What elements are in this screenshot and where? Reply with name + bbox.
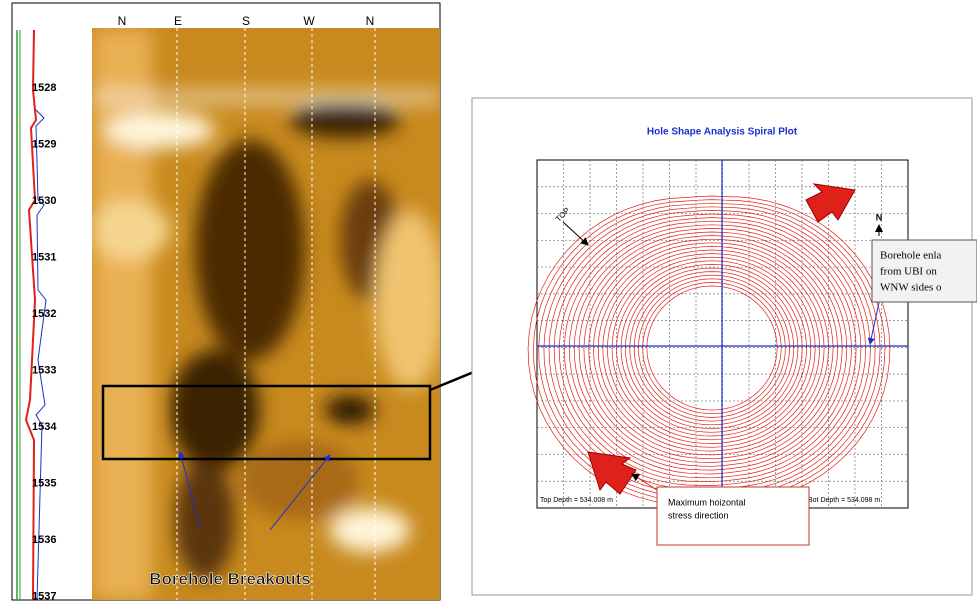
depth-label: 1537 (32, 590, 56, 602)
note-text: WNW sides o (880, 282, 942, 294)
spiral-ring (642, 282, 782, 415)
spiral-ring (543, 206, 876, 494)
depth-label: 1530 (32, 195, 56, 207)
spiral-ring (583, 235, 838, 463)
compass-label: E (174, 14, 182, 28)
depth-label: 1535 (32, 477, 56, 489)
highlight-box (101, 384, 432, 461)
spiral-ring (573, 228, 848, 471)
spiral-ring (568, 224, 852, 475)
spiral-ring (588, 238, 834, 460)
spiral-ring (602, 249, 820, 448)
note-pointer (867, 297, 881, 345)
note-text: Maximum hoizontal (668, 497, 746, 507)
spiral-ring (646, 285, 778, 411)
depth-label: 1528 (32, 82, 56, 94)
depth-label: 1532 (32, 308, 56, 320)
stress-arrow (587, 451, 637, 495)
depth-label: 1531 (32, 251, 56, 263)
spiral-title: Hole Shape Analysis Spiral Plot (647, 127, 798, 138)
north-marker: N (876, 212, 883, 222)
borehole-image (92, 28, 440, 600)
spiral-ring (548, 210, 871, 490)
spiral-ring (597, 246, 825, 452)
note-text: Borehole enla (880, 250, 942, 262)
spiral-ring (611, 256, 812, 441)
caption: Borehole Breakouts (149, 569, 311, 588)
top-depth: Top Depth = 534.008 m (540, 497, 613, 504)
bottom-depth: Bot Depth = 534.098 m (808, 497, 880, 504)
stress-arrow (805, 183, 856, 223)
note-text: from UBI on (880, 266, 937, 278)
spiral-ring (625, 267, 799, 429)
depth-label: 1529 (32, 138, 56, 150)
note-pointer (631, 473, 661, 493)
breakout-arrow (178, 451, 201, 529)
breakout-arrow (269, 454, 331, 531)
spiral-ring (558, 217, 862, 483)
compass-label: W (303, 14, 315, 28)
top-arrow (562, 221, 589, 246)
spiral-ring (593, 242, 829, 456)
compass-label: N (118, 14, 127, 28)
note-text: stress direction (668, 510, 729, 520)
spiral-ring (553, 213, 866, 486)
spiral-ring (620, 264, 803, 433)
enlargement-note-box (871, 239, 977, 303)
spiral-ring (616, 260, 807, 437)
stress-note-box (656, 486, 810, 546)
compass-label: N (366, 14, 375, 28)
spiral-ring (538, 202, 881, 498)
depth-label: 1536 (32, 534, 56, 546)
log-track (16, 29, 47, 601)
spiral-ring (533, 199, 886, 502)
spiral-ring (607, 253, 816, 444)
spiral-ring (638, 278, 786, 418)
spiral-ring (629, 271, 795, 426)
spiral-ring (633, 274, 790, 422)
depth-label: 1534 (32, 421, 57, 433)
spiral-ring (578, 231, 843, 467)
compass-label: S (242, 14, 250, 28)
depth-label: 1533 (32, 364, 56, 376)
spiral-ring (563, 220, 857, 479)
